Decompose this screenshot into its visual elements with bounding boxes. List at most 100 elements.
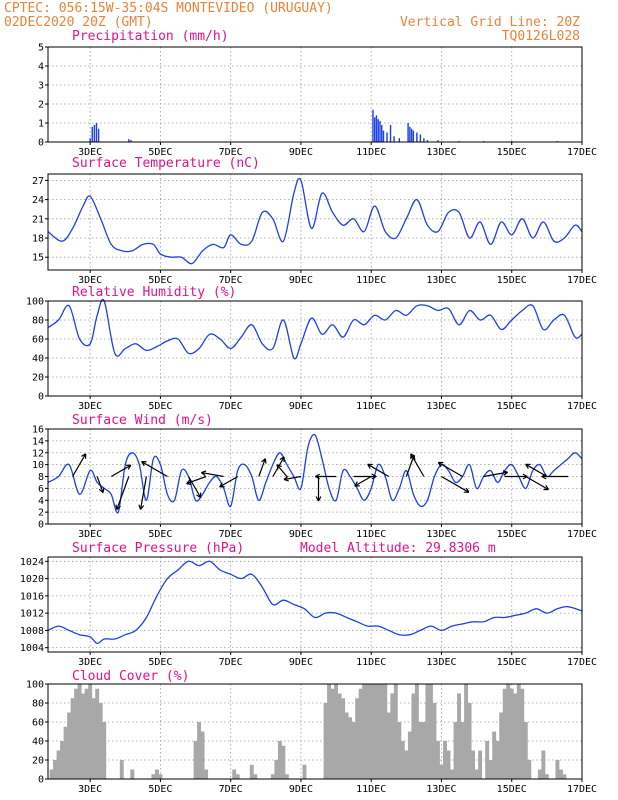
- precip-xtick-label: 3DEC: [78, 147, 102, 158]
- wind-arrow-shaft: [96, 476, 104, 493]
- cloud-bar: [520, 688, 525, 779]
- wind-arrow-shaft: [438, 461, 463, 478]
- temp-ytick-label: 24: [32, 195, 44, 206]
- wind-arrow-head: [283, 475, 289, 480]
- wind-arrow-shaft: [188, 476, 202, 498]
- precip-xtick-label: 9DEC: [289, 147, 313, 158]
- cloud-ytick-label: 0: [38, 775, 44, 786]
- rh-xtick-label: 15DEC: [497, 401, 527, 412]
- header-run-time: 02DEC2020 20Z (GMT): [4, 15, 153, 30]
- pressure-ytick-label: 1004: [20, 643, 44, 654]
- rh-ytick-label: 60: [32, 335, 44, 346]
- wind-xtick-label: 7DEC: [219, 529, 243, 540]
- cloud-bar: [506, 684, 511, 779]
- cloud-bar: [341, 698, 346, 779]
- cloud-bar: [197, 722, 202, 779]
- temp-xtick-label: 11DEC: [356, 275, 386, 286]
- cloud-bar: [432, 703, 437, 779]
- wind-arrow-head: [186, 479, 191, 485]
- temp-panel: 15 18 21 24 27 3DEC 5DEC 7DEC 9DEC 11DEC 13DEC 15DE…: [32, 173, 597, 286]
- rh-xtick-label: 3DEC: [78, 401, 102, 412]
- wind-arrow: [186, 475, 207, 485]
- temp-ytick-label: 18: [32, 234, 44, 245]
- precip-bar: [374, 117, 376, 142]
- cloud-bar: [499, 712, 504, 779]
- wind-arrow: [283, 475, 302, 482]
- wind-arrow-shaft: [141, 461, 168, 478]
- wind-arrow-head: [141, 461, 145, 467]
- wind-arrow-head: [367, 463, 371, 469]
- temp-series-line: [47, 177, 583, 265]
- precip-xtick-label: 7DEC: [219, 147, 243, 158]
- cloud-bar: [471, 750, 476, 779]
- temp-xtick-label: 9DEC: [289, 275, 313, 286]
- precip-ytick-label: 0: [38, 138, 44, 149]
- cloud-bar: [358, 688, 363, 779]
- rh-xtick-label: 13DEC: [426, 401, 456, 412]
- cloud-bar: [464, 684, 469, 779]
- cloud-bar: [56, 750, 61, 779]
- precip-bar: [93, 124, 96, 142]
- precip-panel: 0 1 2 3 4 5 3DEC 5DEC 7DEC 9DEC 11DEC 13DEC 15DEC 17D…: [38, 43, 597, 159]
- wind-arrow-head: [437, 462, 442, 468]
- precip-ytick-label: 2: [38, 100, 44, 111]
- cloud-xtick-label: 15DEC: [497, 784, 527, 795]
- cloud-bar: [467, 703, 472, 779]
- cloud-bar: [60, 741, 65, 779]
- wind-arrow-head: [283, 478, 289, 482]
- wind-arrow-head: [371, 475, 377, 480]
- cloud-bar: [425, 684, 430, 779]
- cloud-bar: [334, 684, 339, 779]
- rh-xtick-label: 7DEC: [219, 401, 243, 412]
- cloud-bar: [369, 684, 374, 779]
- cloud-bar: [330, 688, 335, 779]
- wind-arrow: [110, 464, 132, 478]
- cloud-bar: [502, 688, 507, 779]
- pressure-series-line: [47, 560, 583, 645]
- wind-arrow-head: [186, 483, 192, 485]
- cloud-bar: [302, 764, 307, 779]
- temp-xtick-label: 13DEC: [426, 275, 456, 286]
- wind-arrow-head: [219, 482, 223, 488]
- wind-title: Surface Wind (m/s): [72, 413, 213, 428]
- wind-arrow-shaft: [186, 475, 207, 485]
- wind-arrow-head: [315, 496, 320, 502]
- cloud-bar: [323, 703, 328, 779]
- cloud-bar: [200, 731, 205, 779]
- pressure-xtick-label: 11DEC: [356, 657, 386, 668]
- wind-xtick-label: 5DEC: [148, 529, 172, 540]
- wind-arrow-head: [201, 470, 207, 474]
- cloud-bar: [485, 741, 490, 779]
- cloud-bar: [478, 750, 483, 779]
- wind-arrow-head: [276, 464, 282, 468]
- cloud-bar: [232, 769, 237, 779]
- pressure-panel: 1004 1008 1012 1016 1020 1024 3DEC 5DEC 7DEC 9DEC…: [20, 556, 597, 668]
- cloud-bar: [351, 722, 356, 779]
- cloud-bar: [411, 693, 416, 779]
- cloud-bar: [495, 741, 500, 779]
- cloud-bar: [562, 774, 567, 779]
- cloud-bar: [453, 722, 458, 779]
- wind-ytick-label: 2: [38, 508, 44, 519]
- wind-ytick-label: 4: [38, 496, 44, 507]
- cloud-bar: [130, 769, 135, 779]
- wind-arrow-head: [525, 463, 529, 469]
- cloud-ytick-label: 100: [26, 680, 44, 691]
- cloud-bar: [235, 774, 240, 779]
- wind-xtick-label: 13DEC: [426, 529, 456, 540]
- wind-arrow-head: [264, 458, 267, 464]
- pressure-ytick-label: 1020: [20, 574, 44, 585]
- cloud-bar: [49, 769, 54, 779]
- wind-ytick-label: 12: [32, 448, 44, 459]
- cloud-bar: [74, 688, 79, 779]
- wind-arrow-head: [371, 473, 377, 478]
- cloud-xtick-label: 5DEC: [148, 784, 172, 795]
- wind-arrow-head: [410, 453, 416, 457]
- cloud-bar: [193, 741, 198, 779]
- wind-arrow: [141, 461, 168, 478]
- wind-arrow-shaft: [367, 463, 390, 478]
- cloud-ytick-label: 60: [32, 718, 44, 729]
- wind-arrow: [483, 470, 509, 478]
- cloud-xtick-label: 7DEC: [219, 784, 243, 795]
- cloud-bar: [344, 712, 349, 779]
